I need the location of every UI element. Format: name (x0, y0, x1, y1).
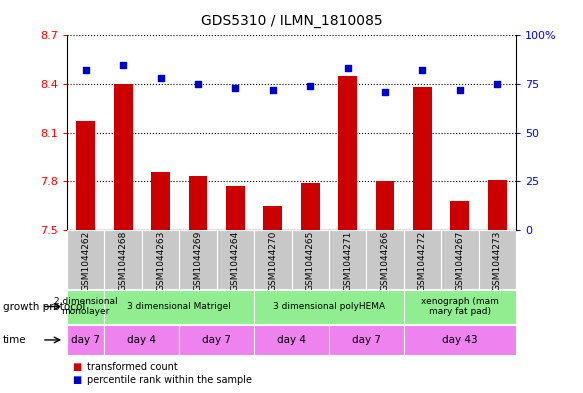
Bar (114, 84, 132, 230)
Bar (179, 230, 217, 289)
Bar (254, 290, 403, 323)
Text: growth protocol: growth protocol (3, 301, 85, 312)
Bar (488, 180, 507, 230)
Bar (366, 230, 403, 289)
Bar (403, 230, 441, 289)
Bar (338, 76, 357, 230)
Text: day 7: day 7 (352, 335, 381, 345)
Text: GSM1044264: GSM1044264 (231, 230, 240, 291)
Bar (104, 230, 142, 289)
Bar (76, 121, 95, 230)
Point (118, 61, 128, 68)
Text: time: time (3, 335, 27, 345)
Text: day 7: day 7 (202, 335, 231, 345)
Point (268, 87, 278, 93)
Text: GSM1044271: GSM1044271 (343, 230, 352, 291)
Point (231, 85, 240, 91)
Text: GSM1044267: GSM1044267 (455, 230, 464, 291)
Text: day 4: day 4 (127, 335, 156, 345)
Bar (403, 290, 516, 323)
Text: GDS5310 / ILMN_1810085: GDS5310 / ILMN_1810085 (201, 14, 382, 28)
Text: ■: ■ (73, 362, 85, 373)
Bar (479, 230, 516, 289)
Text: GSM1044262: GSM1044262 (81, 230, 90, 291)
Text: GSM1044272: GSM1044272 (418, 230, 427, 291)
Bar (217, 230, 254, 289)
Text: GSM1044269: GSM1044269 (194, 230, 202, 291)
Bar (104, 290, 254, 323)
Text: GSM1044270: GSM1044270 (268, 230, 278, 291)
Text: xenograph (mam
mary fat pad): xenograph (mam mary fat pad) (421, 297, 499, 316)
Bar (264, 206, 282, 230)
Bar (142, 230, 180, 289)
Bar (151, 171, 170, 230)
Text: 3 dimensional polyHEMA: 3 dimensional polyHEMA (273, 302, 385, 311)
Bar (179, 325, 254, 355)
Text: ■: ■ (73, 375, 85, 386)
Bar (292, 230, 329, 289)
Point (156, 75, 165, 81)
Bar (329, 325, 403, 355)
Point (343, 65, 352, 72)
Text: 3 dimensional Matrigel: 3 dimensional Matrigel (127, 302, 231, 311)
Bar (67, 230, 104, 289)
Text: GSM1044266: GSM1044266 (381, 230, 389, 291)
Bar (451, 201, 469, 230)
Point (81, 67, 90, 73)
Text: GSM1044273: GSM1044273 (493, 230, 502, 291)
Text: GSM1044265: GSM1044265 (305, 230, 315, 291)
Bar (104, 325, 179, 355)
Bar (254, 230, 292, 289)
Bar (189, 176, 208, 230)
Bar (413, 87, 432, 230)
Bar (226, 186, 245, 230)
Text: day 7: day 7 (71, 335, 100, 345)
Text: GSM1044268: GSM1044268 (119, 230, 128, 291)
Text: day 43: day 43 (442, 335, 477, 345)
Bar (329, 230, 366, 289)
Point (305, 83, 315, 89)
Text: 2 dimensional
monolayer: 2 dimensional monolayer (54, 297, 118, 316)
Text: percentile rank within the sample: percentile rank within the sample (87, 375, 252, 386)
Point (418, 67, 427, 73)
Bar (254, 325, 329, 355)
Text: GSM1044263: GSM1044263 (156, 230, 165, 291)
Point (493, 81, 502, 87)
Bar (403, 325, 516, 355)
Text: day 4: day 4 (277, 335, 306, 345)
Point (194, 81, 203, 87)
Bar (375, 181, 394, 230)
Bar (67, 290, 104, 323)
Point (380, 89, 389, 95)
Text: transformed count: transformed count (87, 362, 178, 373)
Point (455, 87, 465, 93)
Bar (67, 325, 104, 355)
Bar (441, 230, 479, 289)
Bar (301, 183, 319, 230)
